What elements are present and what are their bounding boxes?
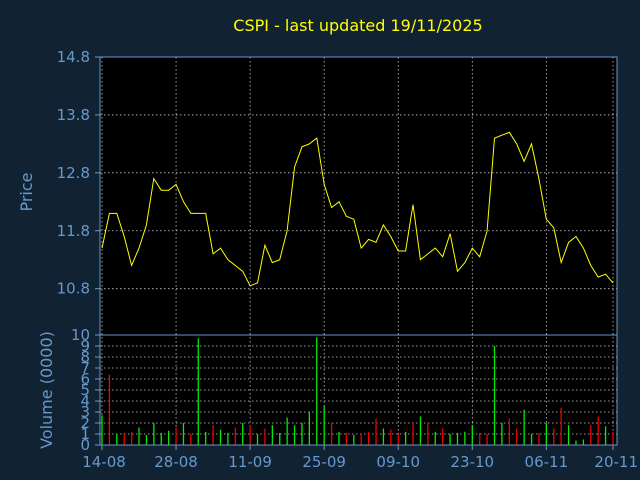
date-tick-label: 28-08 — [154, 453, 198, 471]
date-tick-label: 09-10 — [376, 453, 420, 471]
volume-tick-label: 8 — [80, 348, 90, 366]
volume-plot-border — [99, 334, 618, 446]
date-tick-label: 14-08 — [82, 453, 126, 471]
volume-tick-label: 5 — [80, 381, 90, 399]
volume-tick-label: 9 — [80, 337, 90, 355]
volume-tick-label: 7 — [80, 359, 90, 377]
price-plot-area — [100, 57, 617, 335]
volume-tick-label: 3 — [80, 403, 90, 421]
price-tick-label: 14.8 — [57, 48, 90, 66]
volume-axis-title: Volume (0000) — [37, 331, 56, 449]
price-tick-label: 10 — [71, 326, 90, 344]
price-tick-label: 10.8 — [57, 280, 90, 298]
volume-tick-label: 4 — [80, 392, 90, 410]
price-tick-label: 12.8 — [57, 164, 90, 182]
volume-tick-label: 2 — [80, 414, 90, 432]
volume-tick-label: 6 — [80, 370, 90, 388]
date-tick-label: 11-09 — [228, 453, 272, 471]
date-tick-label: 23-10 — [450, 453, 494, 471]
price-tick-label: 11.8 — [57, 222, 90, 240]
date-tick-label: 25-09 — [302, 453, 346, 471]
volume-tick-label: 0 — [80, 436, 90, 454]
date-tick-label: 06-11 — [525, 453, 569, 471]
price-series-line — [101, 131, 614, 287]
volume-tick-label: 1 — [80, 425, 90, 443]
chart-title: CSPI - last updated 19/11/2025 — [233, 16, 482, 35]
price-tick-label: 13.8 — [57, 106, 90, 124]
price-axis-title: Price — [17, 172, 36, 211]
volume-plot-area — [100, 335, 617, 445]
date-tick-label: 20-11 — [594, 453, 638, 471]
